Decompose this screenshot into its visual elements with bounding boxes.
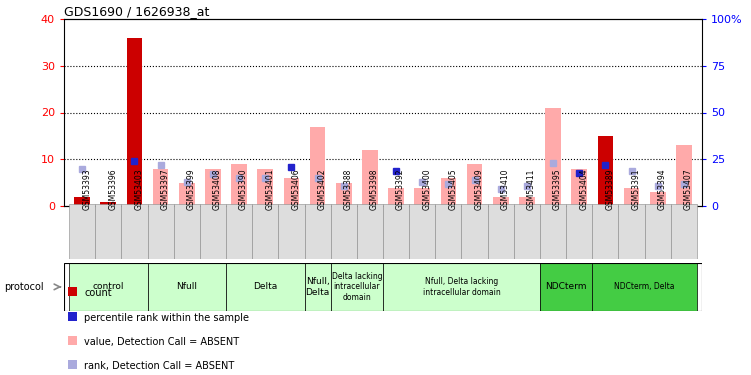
Text: GSM53400: GSM53400 [422,168,431,210]
Text: GSM53395: GSM53395 [553,168,562,210]
Bar [514,204,540,259]
Text: GSM53405: GSM53405 [448,168,457,210]
Text: GSM53408: GSM53408 [213,168,222,210]
Bar [566,204,593,259]
Text: GSM53393: GSM53393 [82,168,91,210]
Bar [304,262,330,311]
Bar [95,204,122,259]
Bar [441,178,457,206]
Bar [357,204,383,259]
Text: GSM53398: GSM53398 [370,168,379,210]
Bar [593,262,697,311]
Text: GSM53394: GSM53394 [658,168,667,210]
Text: Nfull,
Delta: Nfull, Delta [306,277,330,297]
Text: GSM53403: GSM53403 [134,168,143,210]
Text: GSM53389: GSM53389 [605,168,614,210]
Bar [545,108,561,206]
Bar [671,204,697,259]
Text: Nfull: Nfull [176,282,198,291]
Text: value, Detection Call = ABSENT: value, Detection Call = ABSENT [84,337,240,347]
Text: GSM53391: GSM53391 [632,168,641,210]
Bar [330,262,383,311]
Bar [69,262,147,311]
Bar [226,262,304,311]
Text: GSM53406: GSM53406 [291,168,300,210]
Bar [650,192,665,206]
Text: NDCterm, Delta: NDCterm, Delta [614,282,675,291]
Bar [493,197,508,206]
Text: count: count [84,288,112,298]
Text: GSM53390: GSM53390 [239,168,248,210]
Text: GSM53402: GSM53402 [318,168,327,210]
Text: GDS1690 / 1626938_at: GDS1690 / 1626938_at [64,4,210,18]
Bar [572,169,587,206]
Text: GSM53411: GSM53411 [527,168,536,210]
Text: GSM53410: GSM53410 [501,168,510,210]
Bar [147,204,173,259]
Bar [383,262,540,311]
Bar [415,188,430,206]
Bar [362,150,378,206]
Bar [309,127,325,206]
Bar [101,202,116,206]
Bar [436,204,462,259]
Bar [147,262,226,311]
Text: GSM53397: GSM53397 [161,168,170,210]
Text: GSM53409: GSM53409 [475,168,484,210]
Bar [676,146,692,206]
Bar [179,183,195,206]
Text: protocol: protocol [4,282,44,292]
Bar [409,204,436,259]
Bar [122,204,147,259]
Text: percentile rank within the sample: percentile rank within the sample [84,313,249,322]
Bar [205,169,221,206]
Bar [330,204,357,259]
Text: GSM53404: GSM53404 [579,168,588,210]
Text: GSM53396: GSM53396 [108,168,117,210]
Text: Delta: Delta [253,282,277,291]
Bar [258,169,273,206]
Bar [127,38,143,206]
Bar [231,164,247,206]
Bar [152,169,168,206]
Bar [593,204,619,259]
Bar [200,204,226,259]
Bar [74,197,90,206]
Bar [519,197,535,206]
Bar [598,136,614,206]
Bar [304,204,330,259]
Bar [466,164,482,206]
Bar [69,204,95,259]
Text: control: control [92,282,124,291]
Bar [623,188,639,206]
Bar [336,183,351,206]
Text: NDCterm: NDCterm [545,282,587,291]
Bar [284,178,300,206]
Text: GSM53401: GSM53401 [265,168,274,210]
Bar [644,204,671,259]
Bar [487,204,514,259]
Bar [383,204,409,259]
Text: GSM53388: GSM53388 [344,168,353,210]
Bar [462,204,487,259]
Text: GSM53399: GSM53399 [187,168,196,210]
Text: rank, Detection Call = ABSENT: rank, Detection Call = ABSENT [84,362,234,371]
Bar [388,188,404,206]
Text: Nfull, Delta lacking
intracellular domain: Nfull, Delta lacking intracellular domai… [423,277,500,297]
Text: Delta lacking
intracellular
domain: Delta lacking intracellular domain [331,272,382,302]
Bar [279,204,304,259]
Bar [619,204,644,259]
Bar [252,204,279,259]
Text: GSM53392: GSM53392 [396,168,405,210]
Bar [226,204,252,259]
Bar [540,262,593,311]
Text: GSM53407: GSM53407 [684,168,693,210]
Bar [540,204,566,259]
Bar [173,204,200,259]
